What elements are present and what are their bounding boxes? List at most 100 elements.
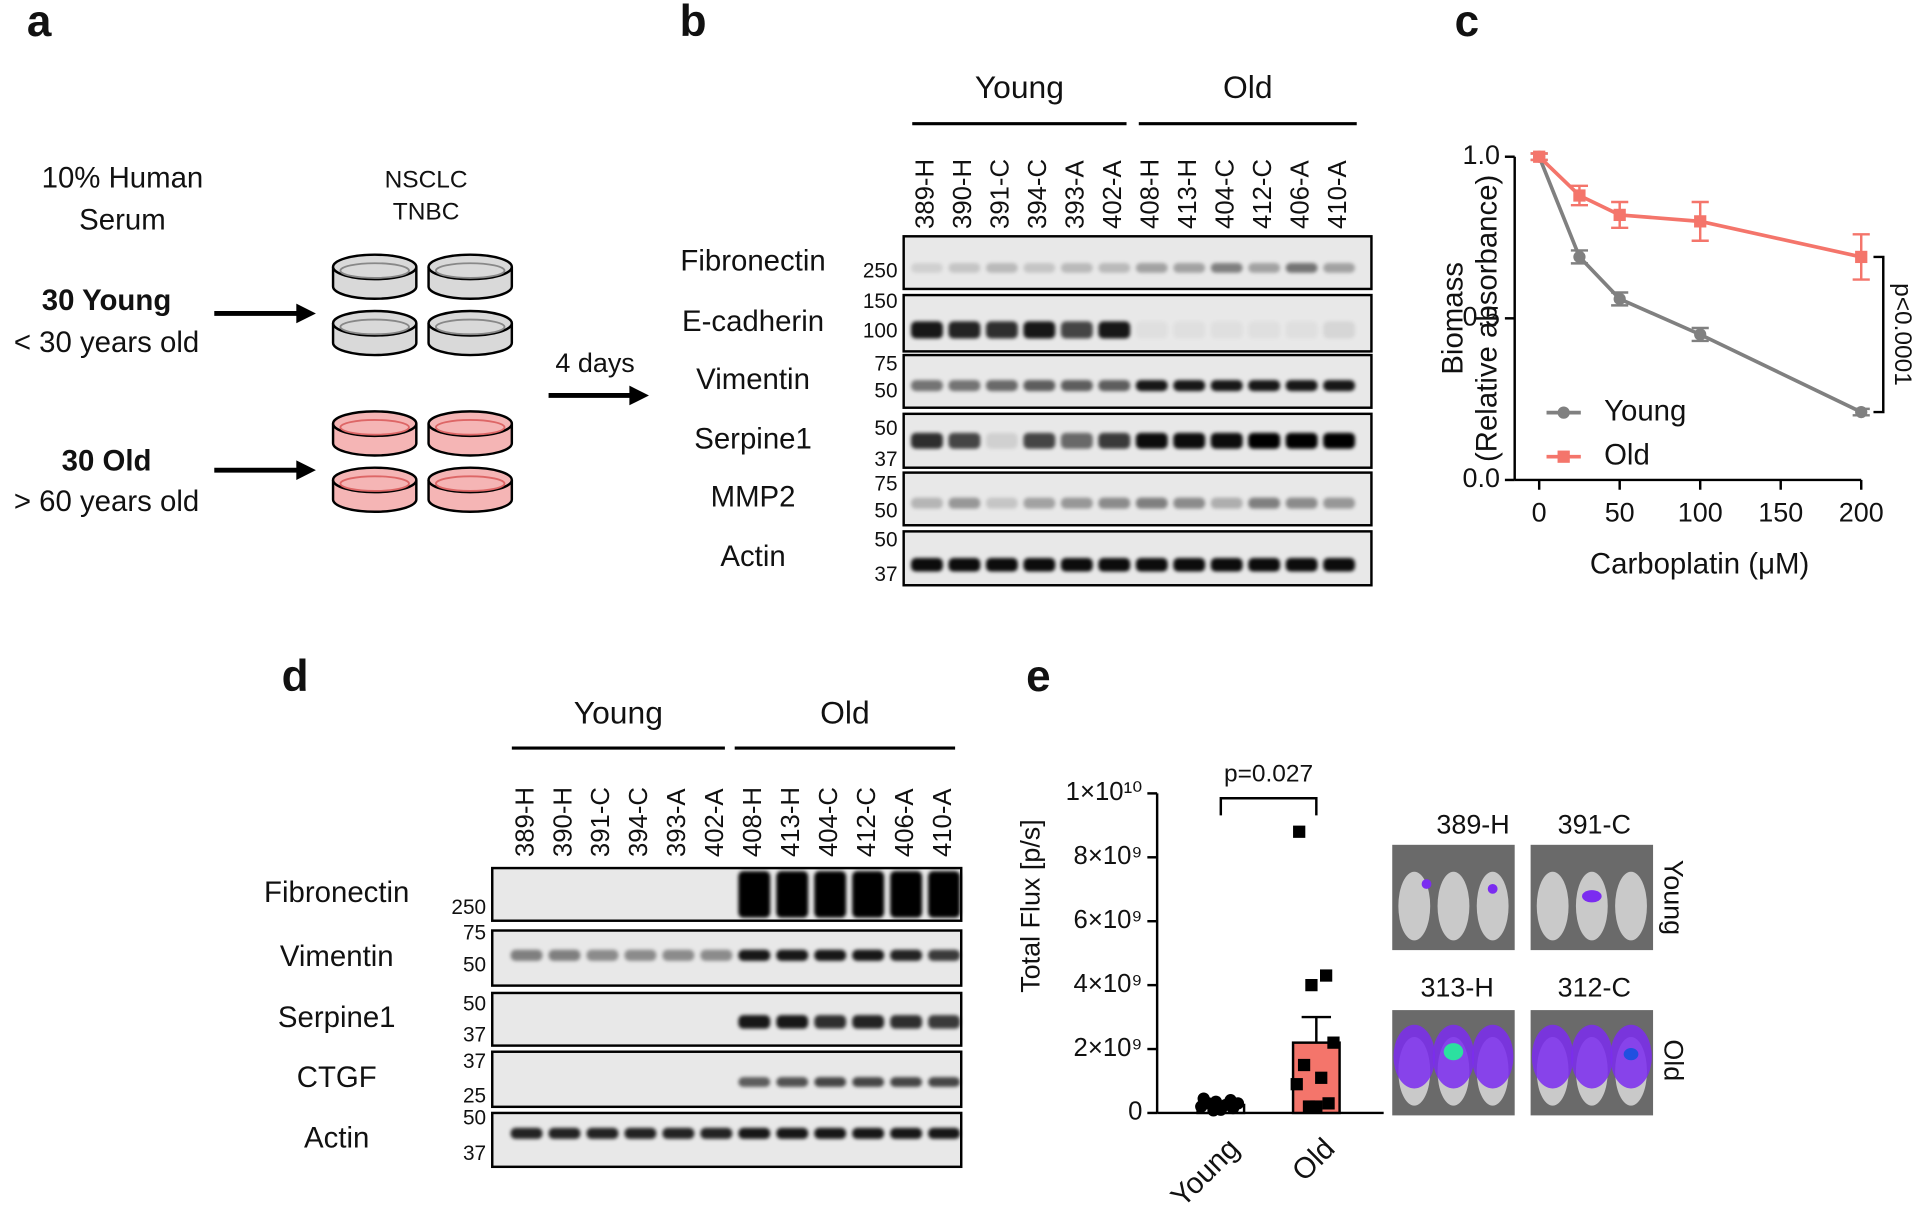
blot bbox=[491, 1050, 963, 1109]
mouse bbox=[1437, 871, 1470, 941]
point bbox=[1855, 405, 1868, 419]
signal bbox=[1443, 1043, 1464, 1061]
blot-name: Actin bbox=[720, 540, 785, 573]
signal bbox=[1471, 1024, 1514, 1089]
band bbox=[948, 497, 981, 509]
sample-label: 410-A bbox=[1324, 160, 1352, 229]
point bbox=[1694, 215, 1707, 228]
y-tick-label: 1×10¹⁰ bbox=[1066, 778, 1143, 806]
point bbox=[1694, 328, 1707, 341]
blot-name: E-cadherin bbox=[682, 305, 824, 338]
band bbox=[1135, 380, 1168, 392]
band bbox=[1098, 497, 1131, 509]
band bbox=[1285, 497, 1318, 509]
band bbox=[776, 949, 809, 961]
band bbox=[1323, 380, 1356, 392]
band bbox=[1248, 321, 1281, 339]
y-tick-label: 8×10⁹ bbox=[1074, 842, 1143, 870]
band bbox=[1323, 432, 1356, 449]
blot-name: Fibronectin bbox=[264, 876, 409, 909]
y-axis-label: Total Flux [p/s] bbox=[1015, 819, 1045, 993]
point bbox=[1226, 1102, 1240, 1115]
band bbox=[776, 1015, 809, 1029]
dish bbox=[435, 475, 506, 492]
band bbox=[1098, 262, 1131, 273]
point bbox=[1297, 1058, 1311, 1072]
legend-marker bbox=[1557, 406, 1570, 419]
size-marker: 50 bbox=[874, 499, 897, 522]
point bbox=[1195, 1100, 1208, 1113]
band bbox=[1173, 432, 1206, 449]
size-marker: 150 bbox=[863, 290, 898, 313]
sample-label: 406-A bbox=[891, 788, 919, 857]
point bbox=[1613, 208, 1626, 222]
band bbox=[776, 871, 809, 918]
band bbox=[985, 262, 1018, 273]
dish bbox=[427, 309, 514, 337]
band bbox=[1023, 432, 1056, 449]
significance-bracket bbox=[1873, 255, 1885, 414]
band bbox=[1323, 262, 1356, 273]
band bbox=[1098, 558, 1131, 572]
band bbox=[814, 1077, 847, 1087]
sample-label: 391-C bbox=[587, 787, 615, 857]
size-marker: 50 bbox=[874, 417, 897, 440]
band bbox=[586, 1127, 619, 1139]
size-marker: 37 bbox=[874, 563, 897, 586]
sample-label: 404-C bbox=[815, 787, 843, 857]
size-marker: 75 bbox=[874, 352, 897, 375]
band bbox=[1098, 380, 1131, 392]
signal bbox=[1582, 890, 1602, 903]
band bbox=[1210, 497, 1243, 509]
band bbox=[1285, 558, 1318, 572]
band bbox=[1285, 262, 1318, 273]
band bbox=[890, 1127, 923, 1139]
sample-label: 389-H bbox=[912, 159, 940, 229]
point bbox=[1320, 969, 1333, 982]
band bbox=[586, 949, 619, 961]
band bbox=[928, 1127, 960, 1139]
band bbox=[1210, 558, 1243, 572]
band bbox=[700, 949, 733, 961]
size-marker: 37 bbox=[874, 448, 897, 471]
band bbox=[814, 1127, 847, 1139]
blot-name: Actin bbox=[304, 1122, 369, 1155]
x-tick-label: Young bbox=[1164, 1132, 1245, 1206]
band bbox=[738, 1127, 771, 1139]
band bbox=[928, 949, 960, 961]
band bbox=[738, 1015, 771, 1029]
sample-label: 408-H bbox=[1137, 159, 1165, 229]
band bbox=[662, 1127, 695, 1139]
size-marker: 25 bbox=[463, 1085, 486, 1108]
arrows bbox=[214, 303, 649, 480]
band bbox=[776, 1077, 809, 1087]
y-tick-label: 4×10⁹ bbox=[1074, 970, 1143, 998]
x-tick-label: 0 bbox=[1532, 497, 1547, 527]
band bbox=[985, 321, 1018, 339]
panel-label: c bbox=[1455, 0, 1480, 46]
band bbox=[1210, 380, 1243, 392]
group-title: 30 Old bbox=[62, 445, 152, 478]
band bbox=[1060, 497, 1093, 509]
point bbox=[1293, 825, 1306, 838]
cells-label: TNBC bbox=[393, 199, 460, 226]
band bbox=[911, 321, 943, 339]
dish bbox=[435, 318, 506, 336]
sample-label: 390-H bbox=[949, 159, 977, 229]
x-tick-label: 50 bbox=[1605, 497, 1635, 527]
band bbox=[911, 432, 943, 449]
significance-bracket bbox=[1219, 797, 1318, 816]
legend-label: Young bbox=[1604, 394, 1686, 427]
band bbox=[1098, 432, 1131, 449]
blot-name: Vimentin bbox=[696, 363, 810, 396]
image-label: 389-H bbox=[1436, 810, 1509, 840]
dish bbox=[339, 475, 410, 492]
point bbox=[1855, 250, 1868, 264]
sample-label: 402-A bbox=[701, 788, 729, 857]
dish bbox=[435, 262, 506, 279]
band bbox=[911, 262, 943, 273]
signal bbox=[1487, 883, 1498, 894]
mouse bbox=[1476, 871, 1509, 941]
band bbox=[852, 1077, 885, 1087]
band bbox=[1210, 321, 1243, 339]
